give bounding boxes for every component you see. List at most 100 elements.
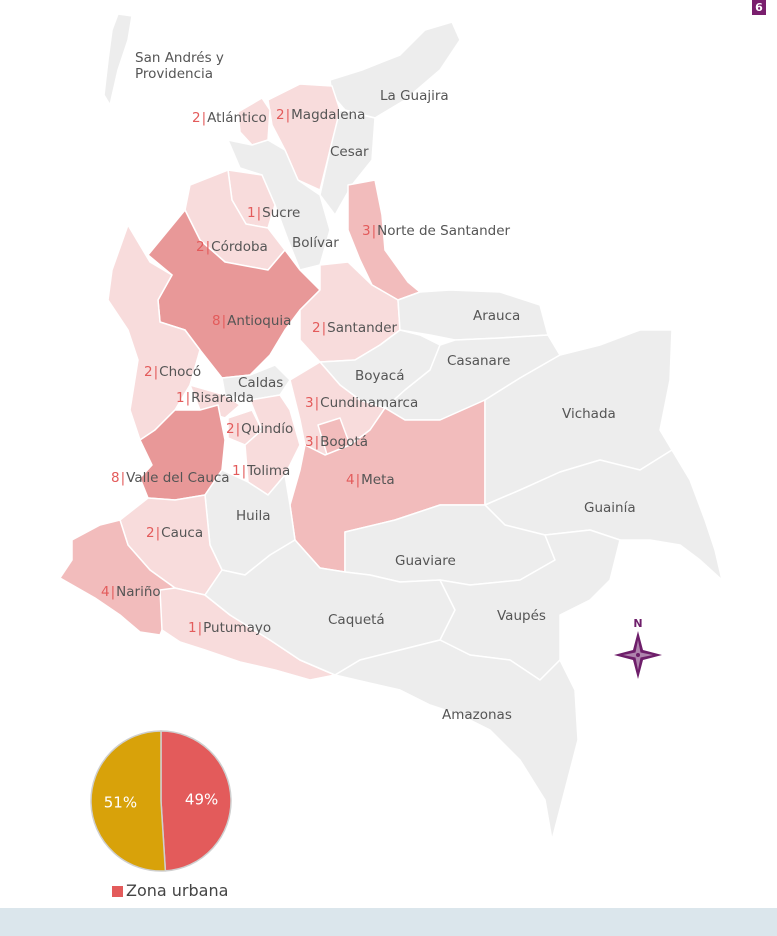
separator: | — [221, 313, 227, 329]
department-name: Atlántico — [207, 110, 267, 126]
department-name: Guainía — [584, 500, 636, 516]
department-label: Boyacá — [355, 368, 404, 384]
department-name: Bolívar — [292, 235, 339, 251]
department-count: 8 — [111, 470, 120, 486]
department-name: Meta — [361, 472, 395, 488]
department-name: Córdoba — [211, 239, 268, 255]
separator: | — [256, 205, 262, 221]
separator: | — [205, 239, 211, 255]
separator: | — [185, 390, 191, 406]
pie-chart: 49% 51% — [90, 730, 232, 872]
department-name: Vichada — [562, 406, 616, 422]
department-count: 2 — [312, 320, 321, 336]
department-label: La Guajira — [380, 88, 449, 104]
department-label: 3|Bogotá — [305, 434, 368, 450]
department-label: Vichada — [562, 406, 616, 422]
department-name: Arauca — [473, 308, 521, 324]
department-name: Quindío — [241, 421, 294, 437]
department-label: 1|Sucre — [247, 205, 300, 221]
department-name: Vaupés — [497, 608, 546, 624]
department-name: Putumayo — [203, 620, 272, 636]
department-label: 2|Magdalena — [276, 107, 365, 123]
department-count: 4 — [346, 472, 355, 488]
separator: | — [235, 421, 241, 437]
department-label: Casanare — [447, 353, 510, 369]
department-name: Bogotá — [320, 434, 369, 450]
department-name: Risaralda — [191, 390, 255, 406]
department-count: 3 — [362, 223, 371, 239]
department-name: Santander — [327, 320, 398, 336]
region-caldas — [221, 364, 291, 401]
department-label: 8|Antioquia — [212, 313, 291, 329]
legend: Zona urbana — [112, 881, 228, 900]
department-name: Caldas — [238, 375, 284, 391]
bottom-band — [0, 908, 777, 936]
department-label: Guainía — [584, 500, 636, 516]
separator: | — [197, 620, 203, 636]
separator: | — [285, 107, 291, 123]
department-count: 2 — [144, 364, 153, 380]
separator: | — [110, 584, 116, 600]
department-label: Amazonas — [442, 707, 512, 723]
department-label: 2|Quindío — [226, 421, 293, 437]
legend-label: Zona urbana — [126, 881, 229, 900]
department-label: Guaviare — [395, 553, 456, 569]
department-label: 2|Chocó — [144, 364, 201, 380]
separator: | — [201, 110, 207, 126]
separator: | — [355, 472, 361, 488]
department-label: 2|Santander — [312, 320, 397, 336]
department-label: 1|Tolima — [232, 463, 290, 479]
department-name: Cesar — [330, 144, 369, 160]
region-la-guajira — [329, 21, 461, 119]
department-name: Caquetá — [328, 612, 385, 628]
department-name: Tolima — [247, 463, 291, 479]
department-label: 1|Risaralda — [176, 390, 254, 406]
department-count: 2 — [146, 525, 155, 541]
separator: | — [241, 463, 247, 479]
department-count: 1 — [176, 390, 185, 406]
compass-rose-icon: N — [614, 617, 662, 679]
department-label: 1|Putumayo — [188, 620, 271, 636]
separator: | — [155, 525, 161, 541]
department-label: Caldas — [238, 375, 283, 391]
department-label: Bolívar — [292, 235, 339, 251]
department-label: 3|Cundinamarca — [305, 395, 418, 411]
department-count: 1 — [188, 620, 197, 636]
pie-slice — [90, 730, 167, 872]
department-count: 2 — [192, 110, 201, 126]
legend-swatch — [112, 886, 123, 897]
department-name: Sucre — [262, 205, 301, 221]
department-count: 3 — [305, 395, 314, 411]
region-tolima — [244, 394, 301, 496]
department-label: 4|Meta — [346, 472, 395, 488]
department-count: 2 — [226, 421, 235, 437]
department-name: Cauca — [161, 525, 204, 541]
department-count: 2 — [276, 107, 285, 123]
separator: | — [314, 434, 320, 450]
department-label: San Andrés y Providencia — [135, 50, 245, 82]
department-label: 4|Nariño — [101, 584, 161, 600]
department-name: La Guajira — [380, 88, 449, 104]
separator: | — [314, 395, 320, 411]
department-name: Antioquia — [227, 313, 292, 329]
department-name: Norte de Santander — [377, 223, 511, 239]
region-amazonas — [334, 639, 579, 841]
department-label: 2|Atlántico — [192, 110, 267, 126]
department-count: 2 — [196, 239, 205, 255]
department-name: Valle del Cauca — [126, 470, 230, 486]
separator: | — [321, 320, 327, 336]
department-name: Amazonas — [442, 707, 512, 723]
department-name: Guaviare — [395, 553, 456, 569]
department-count: 1 — [232, 463, 241, 479]
department-label: Vaupés — [497, 608, 546, 624]
separator: | — [120, 470, 126, 486]
department-label: 3|Norte de Santander — [362, 223, 510, 239]
department-name: Cundinamarca — [320, 395, 419, 411]
compass-north-label: N — [633, 617, 642, 630]
department-name: Huila — [236, 508, 271, 524]
pie-slice-label: 49% — [185, 791, 218, 809]
department-name: Casanare — [447, 353, 511, 369]
department-label: Arauca — [473, 308, 520, 324]
pie-slice — [160, 730, 232, 872]
